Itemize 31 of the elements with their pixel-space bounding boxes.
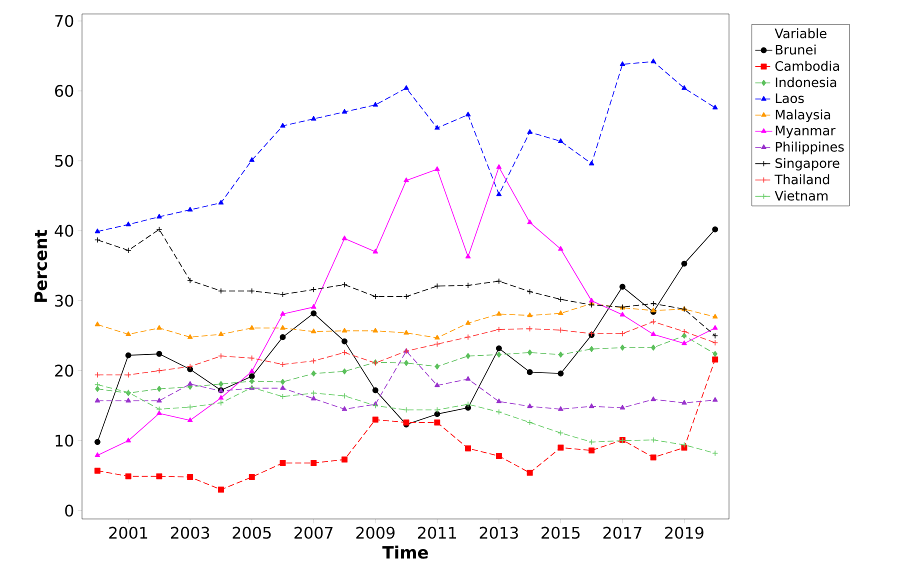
y-tick-label: 60 [55, 84, 74, 97]
y-tick-label: 50 [55, 154, 74, 167]
y-tick-label: 0 [65, 504, 74, 517]
x-tick-label: 2019 [665, 526, 704, 539]
x-axis-title: Time [382, 546, 428, 559]
x-tick-label: 2015 [542, 526, 580, 539]
legend-label: Malaysia [776, 109, 830, 122]
legend-label: Brunei [776, 44, 816, 55]
x-tick-label: 2011 [418, 526, 456, 539]
y-tick-label: 30 [55, 294, 74, 307]
legend-label: Cambodia [775, 60, 839, 71]
legend-label: Philippines [776, 142, 844, 154]
legend-label: Singapore [776, 158, 840, 171]
legend-label: Vietnam [774, 190, 828, 201]
x-tick-label: 2013 [480, 526, 518, 539]
y-tick-label: 70 [55, 14, 74, 27]
legend-label: Thailand [774, 174, 830, 184]
y-tick-label: 20 [55, 364, 74, 377]
x-tick-label: 2007 [294, 526, 333, 539]
legend-title: Variable [774, 28, 826, 38]
y-axis-title: Percent [34, 230, 48, 302]
legend-label: Myanmar [776, 126, 836, 138]
legend-label: Laos [776, 94, 804, 104]
x-tick-label: 2017 [603, 526, 642, 539]
y-tick-label: 10 [56, 434, 74, 447]
x-tick-label: 2009 [356, 526, 395, 539]
x-tick-label: 2001 [109, 526, 148, 539]
y-tick-label: 40 [54, 224, 74, 237]
legend-label: Indonesia [776, 77, 836, 88]
x-tick-label: 2003 [170, 526, 210, 539]
x-tick-label: 2005 [232, 526, 271, 539]
